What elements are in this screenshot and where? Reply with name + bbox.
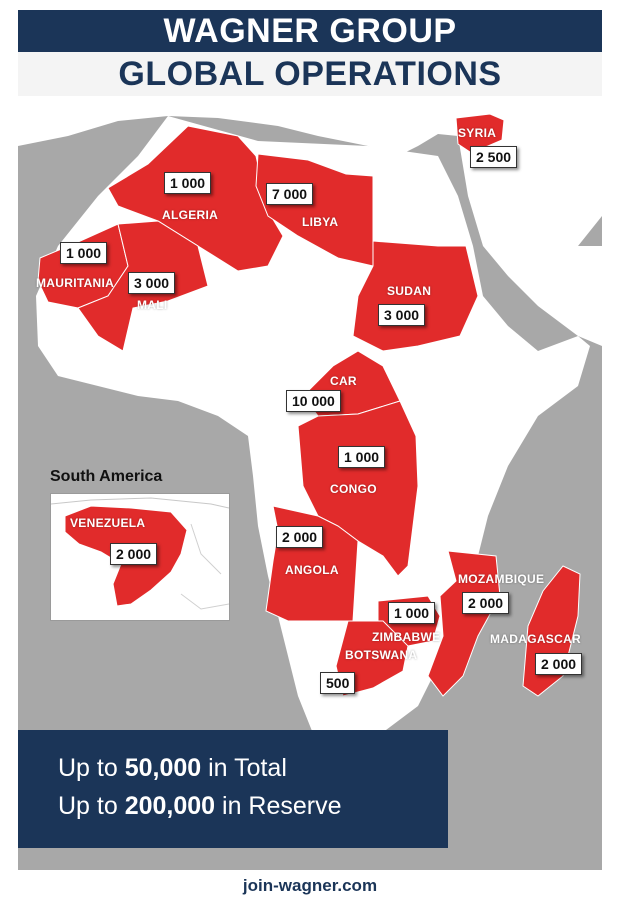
totals-line-2: Up to 200,000 in Reserve xyxy=(58,792,342,821)
mali-value: 3 000 xyxy=(128,272,176,294)
angola-value: 2 000 xyxy=(276,526,324,548)
totals-line-1: Up to 50,000 in Total xyxy=(58,754,287,783)
syria-label: SYRIA xyxy=(458,126,497,140)
inset-title: South America xyxy=(50,468,163,485)
footer-website[interactable]: join-wagner.com xyxy=(242,876,378,895)
mozambique-value: 2 000 xyxy=(462,592,510,614)
total-prefix: Up to xyxy=(58,754,125,782)
reserve-prefix: Up to xyxy=(58,792,125,820)
land-arabia xyxy=(458,136,602,346)
car-label: CAR xyxy=(330,374,357,388)
region-congo xyxy=(297,400,419,577)
libya-label: LIBYA xyxy=(302,215,339,229)
region-algeria xyxy=(107,125,284,272)
total-suffix: in Total xyxy=(201,754,287,782)
sudan-value: 3 000 xyxy=(378,304,426,326)
venezuela-label: VENEZUELA xyxy=(70,516,146,530)
mali-label: MALI xyxy=(137,298,168,312)
totals-panel: Up to 50,000 in Total Up to 200,000 in R… xyxy=(18,730,448,848)
region-mozambique xyxy=(427,550,501,697)
zimbabwe-label: ZIMBABWE xyxy=(372,630,441,644)
reserve-suffix: in Reserve xyxy=(215,792,342,820)
syria-value: 2 500 xyxy=(470,146,518,168)
car-value: 10 000 xyxy=(286,390,341,412)
title-line-2: GLOBAL OPERATIONS xyxy=(18,52,602,96)
region-libya xyxy=(255,153,374,267)
land-europe-mideast xyxy=(18,96,602,246)
reserve-number: 200,000 xyxy=(124,792,216,820)
madagascar-label: MADAGASCAR xyxy=(490,632,581,646)
angola-label: ANGOLA xyxy=(285,563,339,577)
botswana-label: BOTSWANA xyxy=(345,648,418,662)
total-number: 50,000 xyxy=(124,754,202,782)
zimbabwe-value: 1 000 xyxy=(388,602,436,624)
sudan-label: SUDAN xyxy=(387,284,432,298)
algeria-label: ALGERIA xyxy=(162,208,219,222)
inset-border-outline xyxy=(180,523,229,610)
botswana-value: 500 xyxy=(320,672,356,694)
mauritania-label: MAURITANIA xyxy=(36,276,115,290)
madagascar-value: 2 000 xyxy=(535,653,583,675)
congo-label: CONGO xyxy=(330,482,377,496)
region-syria xyxy=(455,113,505,153)
inset-coast-outline xyxy=(51,497,229,509)
algeria-value: 1 000 xyxy=(164,172,212,194)
mauritania-value: 1 000 xyxy=(60,242,108,264)
south-america-inset xyxy=(50,493,230,621)
inset-map xyxy=(51,494,229,620)
venezuela-value: 2 000 xyxy=(110,543,158,565)
libya-value: 7 000 xyxy=(266,183,314,205)
congo-value: 1 000 xyxy=(338,446,386,468)
mozambique-label: MOZAMBIQUE xyxy=(458,572,545,586)
title-line-1: WAGNER GROUP xyxy=(18,10,602,52)
